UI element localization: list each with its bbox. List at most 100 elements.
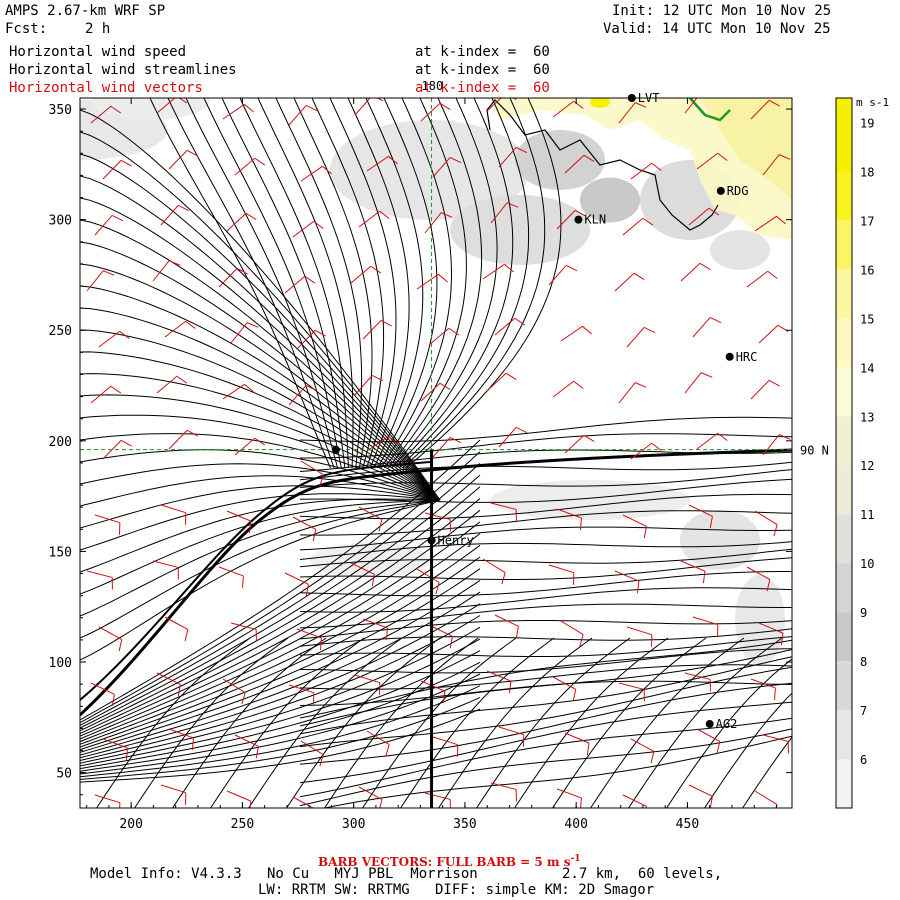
wind-barb	[86, 270, 104, 292]
wind-barb	[94, 794, 120, 804]
colorbar-swatch	[836, 514, 852, 564]
wind-barb	[168, 728, 194, 739]
wind-barb-tick	[254, 157, 266, 166]
wind-barb-tick	[767, 270, 778, 279]
wind-barb-tick	[643, 526, 647, 539]
field-label-speed: Horizontal wind speed	[9, 44, 187, 60]
wind-barb	[494, 317, 516, 336]
wind-barb	[420, 382, 441, 402]
wind-barb-tick	[442, 691, 446, 704]
wind-barb	[754, 510, 778, 526]
colorbar-swatch	[836, 759, 852, 808]
streamline	[80, 219, 441, 501]
wind-barb-tick	[118, 639, 123, 652]
wind-barb	[680, 262, 701, 282]
colorbar-level-label: 7	[860, 704, 867, 718]
wind-barb-tick	[439, 102, 451, 110]
streamline	[394, 98, 514, 469]
wind-barb-tick	[709, 796, 713, 808]
streamline	[80, 568, 481, 751]
streamline	[321, 735, 792, 808]
wind-barb	[618, 382, 636, 404]
wind-barb-tick	[708, 207, 720, 216]
wind-barb	[486, 372, 507, 392]
wind-barb	[156, 672, 181, 685]
wind-barb	[300, 165, 323, 182]
wind-barb	[102, 160, 122, 180]
streamline	[398, 98, 530, 469]
wind-barb-tick	[717, 152, 728, 161]
wind-barb	[354, 674, 380, 684]
streamline	[80, 498, 481, 734]
wind-barb	[746, 270, 769, 288]
x-tick-label: 350	[453, 817, 476, 832]
wind-barb-tick	[244, 383, 254, 393]
wind-barb-tick	[305, 385, 318, 392]
wind-barb	[222, 383, 245, 400]
streamline	[80, 509, 481, 737]
wind-barb-tick	[634, 102, 647, 108]
streamline	[257, 98, 354, 469]
wind-barb	[688, 784, 713, 797]
wind-barb	[556, 788, 582, 799]
wind-barb	[226, 212, 247, 232]
streamline	[96, 637, 251, 808]
wind-barb	[288, 105, 307, 126]
jet-core-streamline	[80, 448, 792, 717]
wind-barb	[630, 162, 653, 180]
streamline	[299, 603, 792, 629]
wind-barb	[358, 506, 383, 520]
model-info: Model Info: V4.3.3 No Cu MYJ PBL Morriso…	[90, 866, 723, 882]
colorbar-level-label: 14	[860, 361, 874, 375]
station-label: RDG	[727, 184, 749, 198]
wind-barb-tick	[701, 93, 712, 98]
wind-barb-tick	[313, 809, 316, 821]
wind-barb	[432, 157, 451, 178]
station-label: KLN	[584, 213, 606, 227]
wind-barb-tick	[255, 746, 259, 759]
wind-barb-tick	[119, 330, 130, 339]
field-label-vectors: Horizontal wind vectors	[9, 80, 203, 96]
wind-barb-tick	[186, 149, 198, 157]
wind-barb-tick	[579, 634, 584, 647]
colorbar-level-label: 17	[860, 214, 874, 228]
wind-barb-tick	[249, 801, 252, 808]
wind-barb-tick	[385, 744, 390, 757]
wind-barb	[552, 380, 575, 398]
wind-barb-tick	[709, 516, 713, 529]
colorbar-frame	[835, 97, 853, 809]
colorbar-level-label: 9	[860, 606, 867, 620]
wind-barb	[284, 572, 309, 585]
wind-barb	[292, 516, 317, 530]
wind-barb	[486, 670, 512, 682]
wind-barb-tick	[780, 633, 784, 646]
wind-barb-tick	[435, 582, 440, 595]
wind-barb-tick	[565, 265, 578, 272]
wind-barb-tick	[241, 575, 244, 588]
wind-barb	[160, 205, 179, 226]
wind-barb-tick	[512, 98, 517, 100]
streamline	[380, 98, 453, 469]
wind-barb	[758, 622, 784, 634]
station-marker	[705, 719, 714, 728]
streamline	[80, 544, 481, 745]
wind-barb-tick	[371, 574, 375, 587]
streamline	[299, 587, 792, 613]
streamline	[172, 637, 327, 808]
wind-barb-tick	[572, 689, 577, 702]
streamline	[80, 498, 441, 573]
wind-barb-tick	[379, 799, 383, 808]
valid-time: Valid: 14 UTC Mon 10 Nov 25	[603, 21, 831, 37]
streamline	[203, 98, 342, 469]
streamline	[80, 661, 481, 772]
wind-barb	[284, 275, 306, 294]
wind-barb-tick	[573, 100, 584, 109]
streamline	[221, 98, 346, 469]
field-label-streamlines: Horizontal wind streamlines	[9, 62, 237, 78]
colorbar-cap	[836, 98, 852, 123]
wind-barb	[164, 320, 187, 338]
wind-barb-tick	[314, 329, 326, 337]
wind-barbs	[86, 93, 791, 821]
wind-barb	[420, 102, 441, 122]
